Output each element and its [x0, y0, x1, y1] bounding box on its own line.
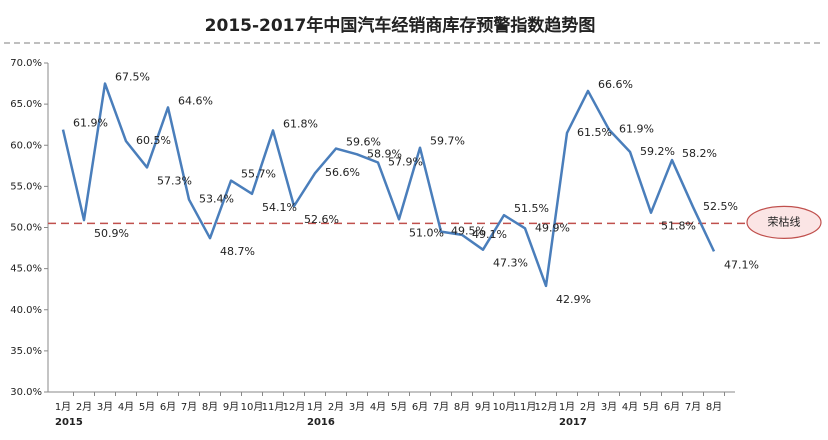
- year-label: 2016: [307, 417, 335, 428]
- y-tick-label: 65.0%: [10, 99, 42, 110]
- year-label: 2017: [559, 417, 587, 428]
- y-tick-label: 50.0%: [10, 223, 42, 234]
- data-label: 54.1%: [262, 201, 297, 214]
- data-label: 49.5%: [451, 225, 486, 238]
- data-label: 47.3%: [493, 257, 528, 270]
- x-tick-label: 1月: [307, 401, 323, 413]
- chart-title: 2015-2017年中国汽车经销商库存预警指数趋势图: [205, 15, 596, 36]
- data-label: 59.2%: [640, 145, 675, 158]
- x-tick-label: 8月: [454, 401, 470, 413]
- data-label: 60.5%: [136, 134, 171, 147]
- y-tick-label: 35.0%: [10, 346, 42, 357]
- x-tick-label: 3月: [349, 401, 365, 413]
- x-tick-label: 1月: [55, 401, 71, 413]
- x-tick-label: 8月: [706, 401, 722, 413]
- x-tick-label: 3月: [601, 401, 617, 413]
- data-label: 51.5%: [514, 202, 549, 215]
- data-label: 56.6%: [325, 166, 360, 179]
- data-label: 58.9%: [367, 147, 402, 160]
- data-label: 58.2%: [682, 147, 717, 160]
- y-tick-label: 60.0%: [10, 140, 42, 151]
- data-label: 42.9%: [556, 293, 591, 306]
- x-tick-label: 11月: [514, 401, 537, 413]
- data-label: 57.3%: [157, 174, 192, 187]
- x-tick-label: 6月: [160, 401, 176, 413]
- x-tick-label: 1月: [559, 401, 575, 413]
- x-tick-label: 6月: [664, 401, 680, 413]
- x-tick-label: 8月: [202, 401, 218, 413]
- x-tick-label: 4月: [118, 401, 134, 413]
- x-tick-label: 12月: [535, 401, 558, 413]
- x-tick-label: 7月: [433, 401, 449, 413]
- x-tick-label: 2月: [580, 401, 596, 413]
- data-label: 59.6%: [346, 136, 381, 149]
- y-tick-label: 55.0%: [10, 181, 42, 192]
- data-label: 47.1%: [724, 258, 759, 271]
- data-label: 49.9%: [535, 221, 570, 234]
- data-label: 59.7%: [430, 135, 465, 148]
- x-tick-label: 2月: [76, 401, 92, 413]
- y-tick-label: 45.0%: [10, 264, 42, 275]
- x-tick-label: 4月: [622, 401, 638, 413]
- data-line: [61, 82, 716, 288]
- data-label: 64.6%: [178, 94, 213, 107]
- x-tick-label: 5月: [643, 401, 659, 413]
- data-label: 48.7%: [220, 245, 255, 258]
- data-label: 61.5%: [577, 126, 612, 139]
- data-label: 50.9%: [94, 227, 129, 240]
- x-tick-label: 9月: [223, 401, 239, 413]
- reference-badge: [746, 205, 822, 239]
- data-label: 49.1%: [472, 228, 507, 241]
- data-label: 53.4%: [199, 193, 234, 206]
- x-tick-label: 10月: [493, 401, 516, 413]
- x-tick-label: 3月: [97, 401, 113, 413]
- x-tick-label: 12月: [283, 401, 306, 413]
- reference-label: 荣枯线: [768, 214, 801, 228]
- data-label: 61.9%: [619, 123, 654, 136]
- data-label: 67.5%: [115, 71, 150, 84]
- x-tick-label: 10月: [241, 401, 264, 413]
- data-label: 55.7%: [241, 168, 276, 181]
- x-tick-label: 6月: [412, 401, 428, 413]
- x-tick-label: 11月: [262, 401, 285, 413]
- y-tick-label: 30.0%: [10, 387, 42, 398]
- data-label: 52.6%: [304, 213, 339, 226]
- x-tick-label: 5月: [139, 401, 155, 413]
- x-tick-label: 2月: [328, 401, 344, 413]
- data-label: 61.8%: [283, 117, 318, 130]
- year-label: 2015: [55, 417, 83, 428]
- y-tick-label: 70.0%: [10, 58, 42, 69]
- x-tick-label: 7月: [685, 401, 701, 413]
- x-tick-label: 7月: [181, 401, 197, 413]
- data-label: 66.6%: [598, 78, 633, 91]
- x-tick-label: 5月: [391, 401, 407, 413]
- data-label: 51.0%: [409, 226, 444, 239]
- data-label: 57.9%: [388, 156, 423, 169]
- x-tick-label: 4月: [370, 401, 386, 413]
- x-tick-label: 9月: [475, 401, 491, 413]
- data-label: 51.8%: [661, 220, 696, 233]
- data-label: 61.9%: [73, 117, 108, 130]
- y-tick-label: 40.0%: [10, 305, 42, 316]
- data-label: 52.5%: [703, 200, 738, 213]
